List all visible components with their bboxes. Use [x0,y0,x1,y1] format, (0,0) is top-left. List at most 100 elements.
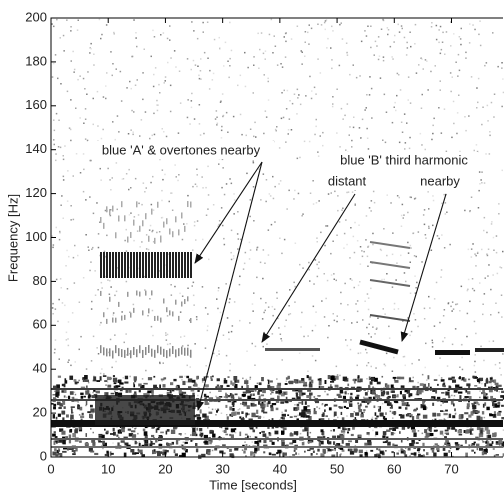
texture-dot [459,395,461,399]
texture-dot [453,379,455,382]
texture-dot [365,452,368,455]
texture-dot [357,402,359,404]
texture-dot [337,195,339,197]
texture-dot [317,58,319,60]
texture-dot [58,120,60,122]
texture-dot [496,235,498,237]
texture-dot [468,415,471,418]
texture-dot [481,182,483,184]
texture-dot [181,379,183,381]
texture-dot [165,80,167,82]
texture-dot [434,430,437,432]
texture-dot [255,385,258,388]
texture-dot [444,337,446,339]
texture-dot [298,94,300,96]
texture-dot [182,381,185,385]
texture-dot [500,374,502,376]
texture-dot [289,381,293,384]
texture-dot [347,304,349,306]
texture-dot [320,232,322,234]
texture-dot [315,360,317,362]
texture-dot [286,397,288,399]
texture-stripe [124,215,126,221]
texture-dot [54,130,56,132]
texture-stripe [148,252,150,278]
texture-dot [410,293,412,295]
texture-dot [187,117,189,119]
texture-dot [58,299,60,301]
texture-dot [122,178,124,180]
texture-dot [294,190,296,192]
texture-dot [317,449,319,452]
texture-dot [90,415,93,419]
texture-dot [371,366,373,368]
texture-dot [430,71,432,73]
texture-dot [438,42,440,44]
texture-dot [474,321,476,323]
texture-dot [93,54,95,56]
texture-dot [281,417,283,419]
texture-dot [324,391,326,393]
texture-dot [358,409,362,412]
texture-dot [385,142,387,144]
texture-dot [405,281,407,283]
texture-stripe [157,345,159,353]
texture-dot [94,270,96,272]
texture-dot [300,104,302,106]
texture-dot [93,376,96,380]
texture-dot [53,414,55,418]
texture-dot [469,23,471,25]
texture-stripe [142,350,144,358]
texture-stripe [181,252,183,278]
texture-dot [451,395,453,397]
texture-dot [109,280,111,282]
texture-dot [99,19,101,21]
texture-line [370,315,410,321]
texture-dot [278,183,280,185]
texture-stripe [178,316,180,321]
texture-dot [204,440,207,443]
texture-dot [284,90,286,92]
texture-dot [105,85,107,87]
texture-dot [331,26,333,28]
texture-dot [285,410,287,412]
texture-dot [449,244,451,246]
texture-dot [372,417,374,419]
texture-dot [58,414,61,417]
texture-dot [392,254,394,256]
texture-dot [374,406,376,409]
texture-dot [327,225,329,227]
texture-dot [321,24,323,26]
texture-dot [502,170,504,172]
texture-dot [180,311,182,313]
texture-dot [134,380,136,382]
texture-dot [144,443,148,446]
texture-dot [297,406,300,410]
texture-dot [280,180,282,182]
texture-dot [468,379,470,381]
texture-dot [265,201,267,203]
texture-dot [145,111,147,113]
texture-dot [485,153,487,155]
texture-dot [462,369,464,371]
texture-dot [467,290,469,292]
texture-dot [67,200,69,202]
texture-dot [282,66,284,68]
texture-dot [63,218,65,220]
texture-dot [52,307,54,309]
texture-dot [263,451,265,453]
texture-dot [228,395,230,397]
texture-dot [486,448,488,452]
texture-dot [202,414,206,418]
texture-dot [372,430,374,432]
texture-dot [75,108,77,110]
texture-dot [90,261,92,263]
texture-dot [367,403,369,405]
texture-dot [152,176,154,178]
texture-dot [180,102,182,104]
texture-dot [311,98,313,100]
texture-dot [227,416,229,419]
texture-dot [100,322,102,324]
texture-dot [124,453,127,457]
texture-dot [73,71,75,73]
